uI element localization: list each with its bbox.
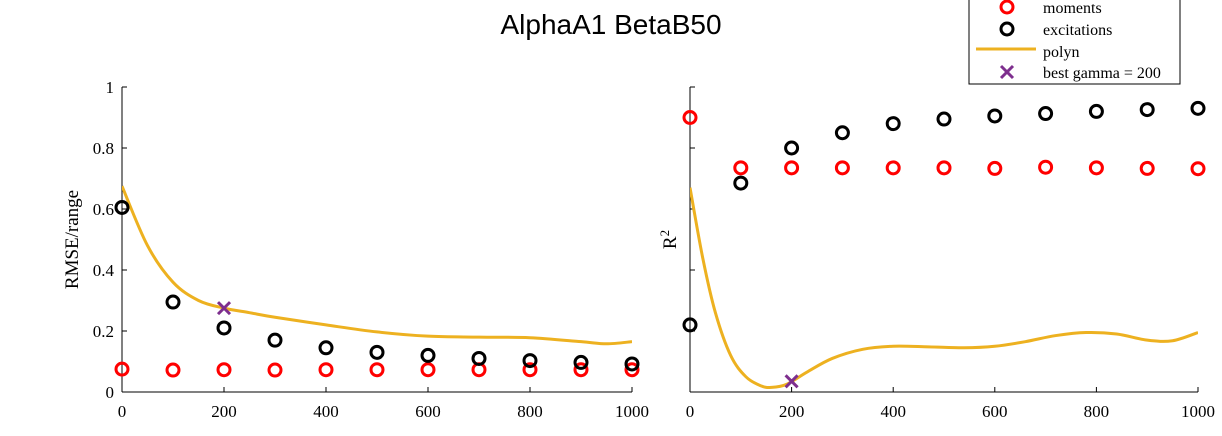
legend-best-label: best gamma = 200 bbox=[1043, 65, 1161, 82]
series-moments-point bbox=[1088, 160, 1104, 176]
series-excitations-point bbox=[885, 116, 901, 132]
series-excitations-point bbox=[318, 340, 334, 356]
series-moments-point bbox=[165, 362, 181, 378]
y-tick-label: 0.2 bbox=[93, 322, 114, 341]
series-moments-point bbox=[885, 160, 901, 176]
legend-best-marker bbox=[999, 64, 1015, 80]
series-best-gamma-200-marker bbox=[216, 301, 232, 316]
series-excitations-point bbox=[369, 344, 385, 360]
series-excitations-point bbox=[267, 332, 283, 348]
x-tick-label: 800 bbox=[517, 402, 543, 421]
x-tick-label: 0 bbox=[686, 402, 695, 421]
y-tick-label: 0.4 bbox=[93, 261, 115, 280]
series-excitations-point bbox=[682, 317, 698, 333]
legend-item-moments: moments bbox=[999, 0, 1102, 17]
legend-excitations-marker bbox=[999, 21, 1015, 37]
series-moments-point bbox=[216, 362, 232, 378]
x-tick-label: 200 bbox=[779, 402, 805, 421]
series-excitations-point bbox=[936, 111, 952, 127]
series-excitations-point bbox=[165, 294, 181, 310]
series-excitations-point bbox=[522, 353, 538, 369]
series-moments-point bbox=[318, 362, 334, 378]
y-axis-label: RMSE/range bbox=[62, 190, 83, 289]
y-tick-label: 0 bbox=[106, 383, 115, 402]
legend-moments-label: moments bbox=[1043, 0, 1102, 17]
y-axis-label: R2 bbox=[657, 230, 682, 249]
series-moments-point bbox=[987, 160, 1003, 176]
series-moments-point bbox=[522, 362, 538, 378]
legend-item-polyn: polyn bbox=[976, 44, 1079, 61]
x-tick-label: 600 bbox=[415, 402, 441, 421]
series-moments-point bbox=[573, 362, 589, 378]
series-moments-point bbox=[682, 110, 698, 125]
series-excitations-point bbox=[114, 199, 130, 215]
y-tick-label: 0.6 bbox=[93, 200, 114, 219]
series-moments-point bbox=[369, 362, 385, 378]
x-tick-label: 600 bbox=[982, 402, 1008, 421]
series-moments-point bbox=[1038, 159, 1054, 175]
left-panel: 0 200 400 600 800 1000 0 0.2 0.4 0.6 0.8 1 RMSE/rang… bbox=[62, 78, 649, 421]
series-excitations-point bbox=[216, 320, 232, 336]
series-best-gamma-200-marker bbox=[784, 374, 799, 389]
x-tick-label: 800 bbox=[1084, 402, 1110, 421]
right-panel: 0 200 400 600 800 1000 R2 bbox=[657, 86, 1215, 421]
series-excitations-point bbox=[1038, 106, 1054, 122]
chart-title: AlphaA1 BetaB50 bbox=[500, 9, 721, 40]
x-tick-label: 200 bbox=[211, 402, 237, 421]
series-moments-point bbox=[936, 160, 952, 176]
series-excitations-point bbox=[834, 125, 850, 141]
legend-excitations-label: excitations bbox=[1043, 22, 1112, 39]
series-moments-point bbox=[420, 362, 436, 378]
x-tick-label: 400 bbox=[313, 402, 339, 421]
series-polyn-line bbox=[122, 185, 632, 346]
series-polyn-line bbox=[690, 187, 1198, 390]
series-excitations-point bbox=[624, 356, 640, 372]
series-excitations-point bbox=[1190, 100, 1206, 116]
series-excitations-point bbox=[1139, 102, 1155, 118]
y-tick-label: 1 bbox=[106, 78, 115, 97]
legend-polyn-label: polyn bbox=[1043, 44, 1079, 61]
legend: moments excitations polyn best gamma = 200 bbox=[968, 0, 1181, 85]
x-marker-stroke bbox=[999, 64, 1015, 80]
series-moments-point bbox=[624, 362, 640, 378]
series-excitations-point bbox=[471, 350, 487, 366]
series-excitations-point bbox=[733, 175, 749, 191]
x-marker-stroke bbox=[784, 374, 799, 389]
y-axis-label-superscript: 2 bbox=[657, 230, 672, 237]
x-marker-stroke bbox=[216, 301, 232, 316]
series-excitations-point bbox=[987, 108, 1003, 124]
series-excitations-point bbox=[573, 354, 589, 370]
legend-moments-marker bbox=[999, 0, 1015, 15]
legend-item-best: best gamma = 200 bbox=[999, 64, 1161, 82]
series-excitations-point bbox=[420, 347, 436, 363]
series-moments-point bbox=[834, 160, 850, 176]
series-moments-point bbox=[267, 362, 283, 378]
y-tick-label: 0.8 bbox=[93, 139, 114, 158]
series-moments-point bbox=[1190, 161, 1206, 177]
series-moments-point bbox=[1139, 160, 1155, 176]
x-tick-label: 0 bbox=[118, 402, 127, 421]
legend-item-excitations: excitations bbox=[999, 21, 1112, 39]
x-tick-label: 400 bbox=[880, 402, 906, 421]
x-tick-label: 1000 bbox=[1181, 402, 1215, 421]
series-excitations-point bbox=[784, 140, 800, 156]
series-moments-point bbox=[114, 361, 130, 377]
x-tick-label: 1000 bbox=[615, 402, 649, 421]
series-moments-point bbox=[733, 160, 749, 176]
series-excitations-point bbox=[1088, 103, 1104, 119]
series-moments-point bbox=[784, 160, 800, 176]
